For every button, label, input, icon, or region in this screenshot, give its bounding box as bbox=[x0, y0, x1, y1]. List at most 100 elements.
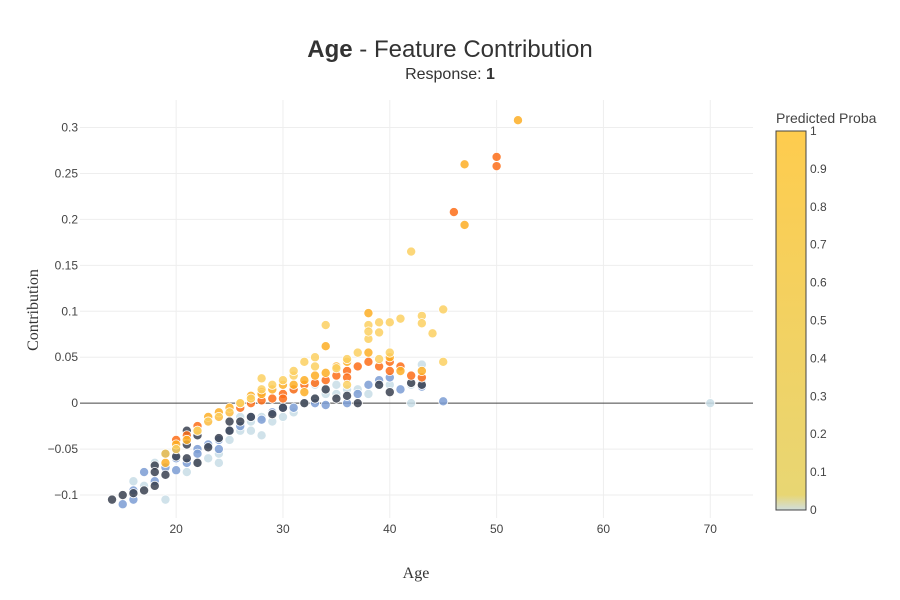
y-tick-label: 0.1 bbox=[61, 304, 78, 318]
subtitle-prefix: Response: bbox=[405, 66, 487, 83]
data-point bbox=[203, 416, 214, 427]
colorbar-gradient bbox=[775, 130, 807, 511]
chart-title: Age - Feature Contribution bbox=[0, 36, 900, 64]
data-point bbox=[277, 393, 288, 404]
data-point bbox=[192, 425, 203, 436]
colorbar-tick-label: 0.9 bbox=[810, 162, 827, 176]
x-tick-label: 50 bbox=[490, 522, 504, 536]
data-point bbox=[192, 457, 203, 468]
data-point bbox=[171, 465, 182, 476]
data-point bbox=[224, 425, 235, 436]
data-point bbox=[288, 402, 299, 413]
data-point bbox=[117, 499, 128, 510]
data-point bbox=[342, 390, 353, 401]
data-point bbox=[363, 388, 374, 399]
data-point bbox=[245, 393, 256, 404]
data-point bbox=[256, 384, 267, 395]
data-point bbox=[160, 448, 171, 459]
data-point bbox=[235, 398, 246, 409]
data-point bbox=[213, 433, 224, 444]
data-point bbox=[277, 375, 288, 386]
colorbar-tick-label: 0.7 bbox=[810, 238, 827, 252]
data-point bbox=[384, 366, 395, 377]
data-point bbox=[310, 370, 321, 381]
data-point bbox=[299, 375, 310, 386]
colorbar-tick-label: 0.4 bbox=[810, 351, 827, 365]
x-tick-label: 60 bbox=[597, 522, 611, 536]
x-tick-label: 70 bbox=[704, 522, 718, 536]
data-point bbox=[160, 457, 171, 468]
data-point bbox=[438, 396, 449, 407]
x-tick-label: 20 bbox=[169, 522, 183, 536]
data-point bbox=[352, 388, 363, 399]
colorbar-tick-label: 0.1 bbox=[810, 465, 827, 479]
data-point bbox=[320, 400, 331, 411]
data-point bbox=[416, 318, 427, 329]
data-point bbox=[128, 476, 139, 487]
data-point bbox=[288, 366, 299, 377]
chart-subtitle: Response: 1 bbox=[0, 66, 900, 84]
data-point bbox=[235, 416, 246, 427]
data-point bbox=[374, 379, 385, 390]
data-point bbox=[117, 490, 128, 501]
data-point bbox=[310, 361, 321, 372]
data-point bbox=[149, 480, 160, 491]
data-point bbox=[160, 494, 171, 505]
title-suffix: - Feature Contribution bbox=[352, 36, 593, 63]
data-point bbox=[459, 159, 470, 170]
data-point bbox=[277, 402, 288, 413]
data-point bbox=[363, 347, 374, 358]
y-tick-label: 0.2 bbox=[61, 212, 78, 226]
colorbar-title: Predicted Proba bbox=[776, 110, 877, 126]
y-tick-label: −0.05 bbox=[48, 442, 79, 456]
data-point bbox=[181, 467, 192, 478]
data-point bbox=[245, 425, 256, 436]
data-point bbox=[406, 370, 417, 381]
data-point bbox=[384, 387, 395, 398]
y-tick-label: 0.05 bbox=[55, 350, 79, 364]
data-point bbox=[427, 328, 438, 339]
data-point bbox=[395, 313, 406, 324]
axes: 20 30 40 50 60 70 −0.1 −0.05 0 0.05 0.1 0.15 0.2 0.25… bbox=[48, 121, 753, 536]
colorbar-tick-label: 0 bbox=[810, 503, 817, 517]
data-point bbox=[374, 354, 385, 365]
x-tick-label: 30 bbox=[276, 522, 290, 536]
data-point bbox=[149, 467, 160, 478]
colorbar-tick-label: 0.8 bbox=[810, 200, 827, 214]
data-point bbox=[181, 453, 192, 464]
data-point bbox=[224, 416, 235, 427]
data-point bbox=[352, 361, 363, 372]
colorbar-tick-label: 0.5 bbox=[810, 314, 827, 328]
data-point bbox=[342, 354, 353, 365]
colorbar-tick-label: 0.3 bbox=[810, 389, 827, 403]
data-point bbox=[213, 444, 224, 455]
data-point bbox=[406, 246, 417, 257]
data-point bbox=[352, 347, 363, 358]
y-tick-label: 0.3 bbox=[61, 121, 78, 135]
data-point bbox=[213, 411, 224, 422]
colorbar-tick-label: 0.6 bbox=[810, 276, 827, 290]
data-point bbox=[310, 393, 321, 404]
colorbar-tick-label: 0.2 bbox=[810, 427, 827, 441]
colorbar-tick-label: 1 bbox=[810, 124, 817, 138]
data-point bbox=[139, 467, 150, 478]
data-point bbox=[374, 317, 385, 328]
data-point bbox=[256, 414, 267, 425]
data-point bbox=[384, 317, 395, 328]
data-point bbox=[224, 407, 235, 418]
subtitle-response: 1 bbox=[486, 66, 495, 83]
data-point bbox=[459, 219, 470, 230]
data-point bbox=[320, 341, 331, 352]
data-point bbox=[139, 485, 150, 496]
y-axis-label: Contribution bbox=[25, 269, 42, 351]
data-point bbox=[395, 384, 406, 395]
data-point bbox=[363, 308, 374, 319]
data-point bbox=[448, 207, 459, 218]
data-point bbox=[267, 393, 278, 404]
data-point bbox=[171, 444, 182, 455]
data-points bbox=[107, 115, 716, 510]
y-tick-label: 0.15 bbox=[55, 258, 79, 272]
data-point bbox=[331, 379, 342, 390]
data-point bbox=[256, 373, 267, 384]
